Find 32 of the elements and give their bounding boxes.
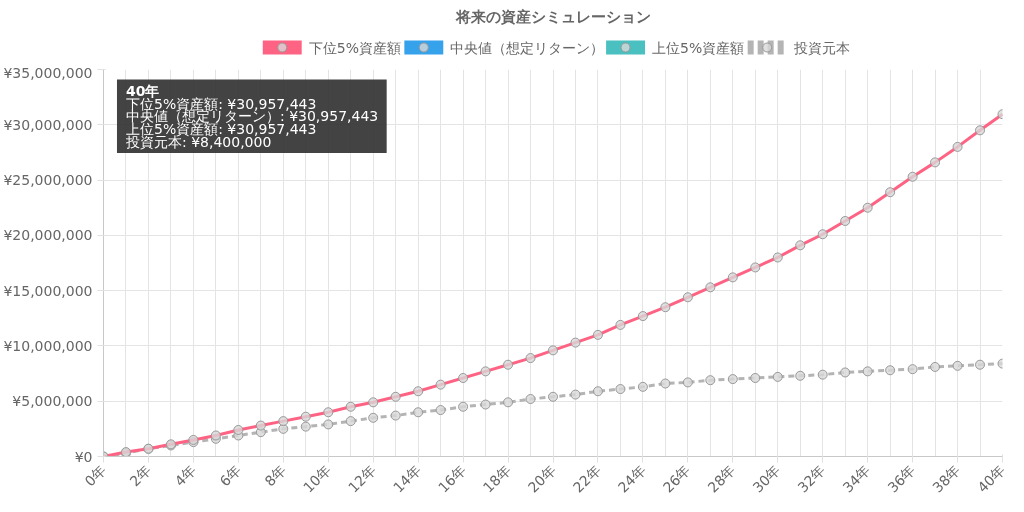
x-tick-label: 20年 (524, 461, 559, 496)
y-tick-label: ¥5,000,000 (12, 393, 93, 410)
x-tick-label: 40年 (974, 461, 1009, 496)
y-tick-label: ¥20,000,000 (3, 227, 93, 244)
y-tick-label: ¥25,000,000 (3, 172, 93, 189)
x-tick-label: 36年 (884, 461, 919, 496)
y-tick-label: ¥10,000,000 (3, 337, 93, 354)
legend-label: 下位5%資産額 (308, 39, 401, 56)
x-tick-label: 22年 (569, 461, 604, 496)
x-tick-label: 38年 (929, 461, 964, 496)
x-tick-label: 12年 (345, 461, 379, 496)
x-tick-label: 28年 (704, 461, 739, 496)
y-tick-label: ¥30,000,000 (3, 116, 93, 133)
x-tick-label: 14年 (390, 461, 424, 496)
x-tick-label: 34年 (839, 461, 874, 496)
legend-label: 中央値（想定リターン） (450, 39, 605, 56)
x-tick-label: 26年 (659, 461, 694, 496)
x-tick-label: 16年 (434, 461, 469, 496)
y-tick-label: ¥35,000,000 (3, 64, 93, 81)
x-tick-label: 6年 (216, 461, 245, 490)
legend-label: 上位5%資産額 (652, 39, 745, 56)
y-tick-label: ¥15,000,000 (3, 282, 93, 299)
x-tick-label: 32年 (794, 461, 829, 496)
x-tick-label: 18年 (479, 461, 514, 496)
x-tick-label: 24年 (614, 461, 649, 496)
x-tick-label: 30年 (749, 461, 784, 496)
x-tick-label: 4年 (171, 461, 200, 490)
x-tick-label: 10年 (300, 461, 334, 496)
legend-label: 投資元本 (792, 39, 850, 56)
x-tick-label: 8年 (261, 461, 289, 490)
chart-title: 将来の資産シミュレーション (454, 7, 651, 25)
x-tick-label: 2年 (126, 461, 155, 490)
